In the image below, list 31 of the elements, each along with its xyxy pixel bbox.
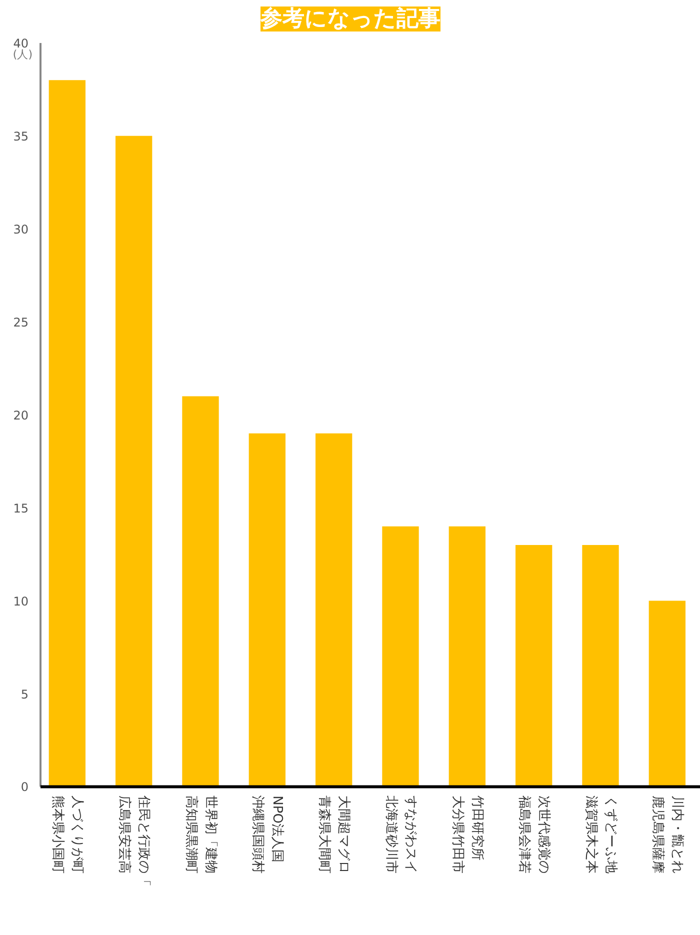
bar: [248, 433, 286, 787]
y-tick-label: 20: [13, 408, 29, 422]
x-tick-label: 世界初「建物高知県黒潮町: [183, 796, 218, 874]
x-tick-label: 竹田研究所大分県竹田市: [450, 796, 484, 874]
y-tick-label: 30: [13, 222, 29, 236]
y-tick-label: 25: [13, 315, 29, 330]
bar: [648, 600, 686, 787]
y-tick-label: 15: [13, 501, 29, 516]
bar: [182, 396, 219, 787]
x-tick-label: 住民と行政の「広島県安芸高: [116, 794, 152, 887]
y-tick-label: 0: [20, 780, 29, 794]
x-tick-label: NPO法人国沖縄県国頭村: [250, 796, 284, 874]
x-tick-label: くずどーふ地滋賀県木之本: [583, 796, 618, 874]
x-tick-label: 次世代感覚の福島県会津若: [516, 796, 552, 874]
bar: [316, 433, 352, 787]
bar: [582, 545, 619, 787]
chart-title: 参考になった記事: [260, 6, 440, 32]
y-tick-label: 40: [13, 36, 29, 50]
y-tick-label: 35: [13, 129, 29, 144]
bar: [116, 136, 152, 787]
x-tick-label: 川内・甑とれ鹿児島県薩摩: [650, 796, 684, 874]
bar: [382, 526, 419, 787]
bar: [448, 526, 486, 787]
x-tick-label: すながわスイ北海道砂川市: [383, 796, 418, 874]
y-tick-label: 5: [20, 687, 29, 702]
x-tick-label: 大間超マグロ青森県大間町: [316, 796, 352, 874]
bar: [48, 80, 86, 787]
y-tick-label: 10: [13, 594, 29, 608]
y-axis-title: (人): [12, 48, 33, 61]
bar: [516, 545, 552, 787]
x-tick-label: 人づくりが町熊本県小国町: [50, 796, 84, 874]
